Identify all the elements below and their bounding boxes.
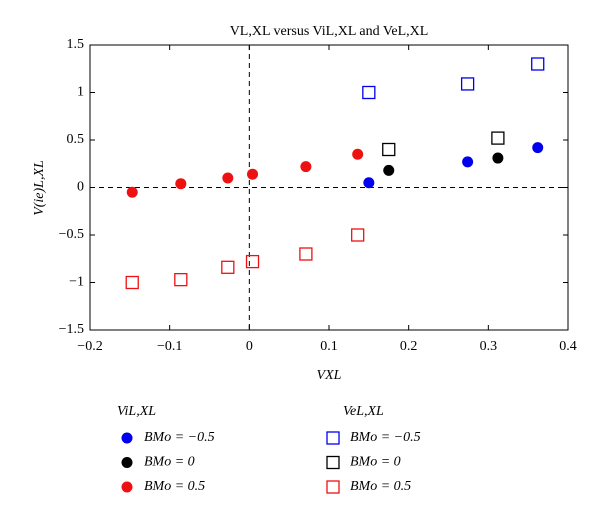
legend-label: BMo = −0.5	[144, 430, 215, 445]
legend-label: BMo = 0	[350, 455, 401, 470]
point	[125, 275, 139, 290]
legend-marker	[121, 432, 133, 444]
legend-marker	[326, 480, 340, 494]
x-tick-label: 0.1	[320, 339, 338, 354]
x-tick-label: −0.1	[157, 339, 182, 354]
point	[491, 131, 505, 145]
legend-marker	[326, 431, 340, 445]
point	[352, 148, 364, 160]
legend-label: BMo = 0.5	[350, 479, 411, 494]
y-tick-label: 1.5	[67, 37, 85, 52]
y-axis-label: V(ie)L,XL	[32, 160, 47, 216]
x-tick-label: 0.4	[559, 339, 577, 354]
point	[383, 164, 395, 176]
legend-marker	[121, 481, 133, 493]
x-tick-label: −0.2	[77, 339, 102, 354]
point	[362, 85, 376, 100]
point	[126, 186, 138, 198]
y-tick-label: 0	[77, 180, 84, 195]
point	[460, 77, 475, 91]
point	[222, 172, 234, 184]
point	[221, 260, 235, 274]
point	[300, 161, 312, 173]
point	[351, 228, 365, 242]
y-tick-label: −0.5	[59, 227, 84, 242]
point	[363, 177, 375, 189]
legend-label: BMo = −0.5	[350, 430, 421, 445]
y-tick-label: −1.5	[59, 322, 84, 337]
point	[174, 272, 188, 287]
legend-marker	[326, 455, 340, 470]
point	[299, 247, 313, 261]
legend-title: VeL,XL	[343, 404, 384, 419]
point	[247, 168, 259, 180]
legend-marker	[121, 457, 133, 468]
point	[531, 57, 545, 71]
point	[532, 142, 544, 154]
legend-title: ViL,XL	[117, 404, 156, 419]
point	[492, 152, 504, 164]
y-tick-label: 1	[77, 85, 84, 100]
x-tick-label: 0.2	[400, 339, 418, 354]
legend-label: BMo = 0	[144, 455, 195, 470]
point	[382, 142, 396, 157]
point	[175, 178, 187, 190]
x-axis-label: VXL	[317, 368, 342, 383]
legend-label: BMo = 0.5	[144, 479, 205, 494]
chart-title: VL,XL versus ViL,XL and VeL,XL	[230, 24, 429, 39]
x-tick-label: 0.3	[480, 339, 498, 354]
point	[245, 254, 260, 269]
y-tick-label: 0.5	[67, 132, 85, 147]
point	[462, 156, 474, 168]
x-tick-label: 0	[246, 339, 253, 354]
y-tick-label: −1	[69, 275, 84, 290]
